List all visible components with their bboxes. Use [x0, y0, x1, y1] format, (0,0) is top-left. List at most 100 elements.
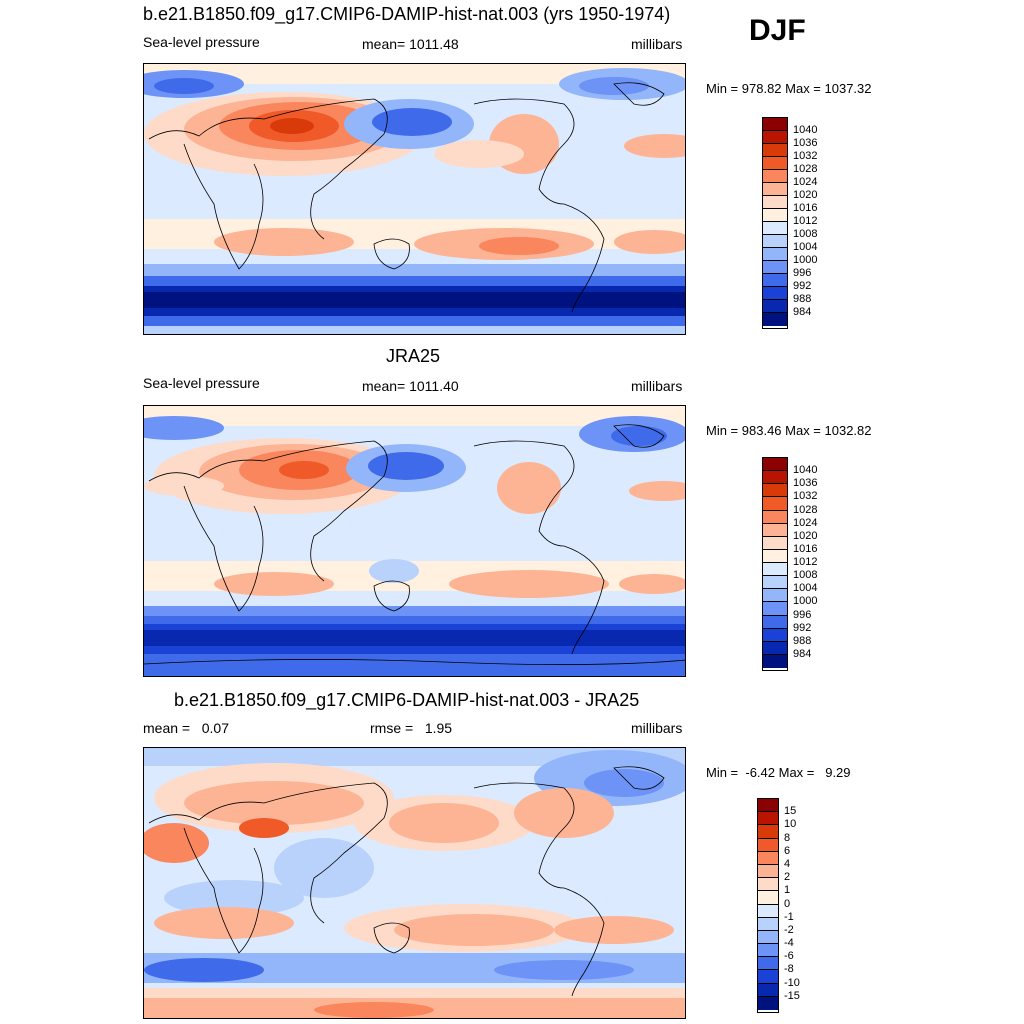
- colorbar-swatch: [758, 930, 778, 945]
- panel1-title: b.e21.B1850.f09_g17.CMIP6-DAMIP-hist-nat…: [143, 4, 671, 24]
- colorbar-swatch: [763, 118, 787, 131]
- colorbar-tick-label: 1: [784, 884, 791, 897]
- colorbar-tick-label: 996: [793, 608, 812, 621]
- colorbar-tick-label: 988: [793, 293, 812, 305]
- colorbar-swatch: [763, 274, 787, 287]
- panel3-colorbar: 15 10 8 6 4 2 1 0 -1 -2 -4 -6 -8 -10 -15: [757, 798, 800, 1013]
- colorbar-swatch: [758, 878, 778, 892]
- colorbar-swatch: [763, 563, 787, 577]
- colorbar-swatch: [763, 602, 787, 616]
- colorbar-swatch: [763, 157, 787, 170]
- colorbar-tick-label: 2: [784, 871, 791, 884]
- panel1-minmax: Min = 978.82 Max = 1037.32: [706, 81, 872, 96]
- season-label: DJF: [749, 14, 806, 47]
- colorbar-tick-label: 4: [784, 857, 791, 870]
- colorbar-swatch: [763, 209, 787, 222]
- colorbar-swatch: [758, 970, 778, 984]
- colorbar-swatch: [763, 641, 787, 655]
- colorbar-swatch: [763, 654, 787, 668]
- colorbar-tick-label: 10: [784, 818, 797, 831]
- colorbar-tick-label: 8: [784, 831, 791, 844]
- panel1-right-label: millibars: [631, 36, 683, 52]
- colorbar-tick-label: 1020: [793, 529, 818, 542]
- panel2-minmax: Min = 983.46 Max = 1032.82: [706, 423, 872, 438]
- panel1-colorbar: 1040 1036 1032 1028 1024 1020 1016 1012 1008 1004…: [762, 117, 817, 329]
- colorbar-swatch: [763, 170, 787, 183]
- colorbar-swatch: [763, 628, 787, 642]
- colorbar-swatch: [758, 812, 778, 826]
- colorbar-tick-label: 0: [784, 897, 791, 910]
- colorbar-swatch: [763, 471, 787, 485]
- colorbar-tick-label: 1028: [793, 163, 818, 175]
- colorbar-swatch: [758, 864, 778, 879]
- panel3-left-label: mean = 0.07: [143, 720, 230, 736]
- colorbar-tick-label: 1004: [793, 582, 818, 595]
- panel2-map-svg: [144, 406, 685, 676]
- colorbar-swatch: [763, 222, 787, 235]
- colorbar-swatch: [763, 131, 787, 144]
- colorbar-tick-label: 15: [784, 805, 797, 818]
- panel1-center-label: mean= 1011.48: [362, 36, 459, 52]
- panel2-map: [143, 405, 686, 677]
- colorbar-swatch: [763, 615, 787, 629]
- panel2-title: JRA25: [386, 346, 441, 366]
- colorbar-tick-label: 1012: [793, 556, 818, 568]
- panel3-map: [143, 747, 686, 1019]
- panel3-map-svg: [144, 748, 685, 1018]
- colorbar-tick-label: 1016: [793, 542, 818, 555]
- colorbar-tick-label: 1016: [793, 202, 818, 214]
- panel3-right-label: millibars: [631, 720, 683, 736]
- panel3-minmax: Min = -6.42 Max = 9.29: [706, 765, 851, 780]
- colorbar-tick-label: -1: [784, 910, 794, 923]
- colorbar-swatch: [763, 497, 787, 511]
- panel3-center-label: rmse = 1.95: [370, 720, 453, 736]
- colorbar-swatch: [758, 799, 778, 813]
- colorbar-tick-label: 984: [793, 306, 812, 318]
- colorbar-swatch: [763, 300, 787, 313]
- colorbar-swatch: [763, 261, 787, 274]
- colorbar-swatch: [763, 536, 787, 550]
- colorbar-swatch: [763, 576, 787, 590]
- colorbar-tick-label: 984: [793, 647, 812, 660]
- colorbar-swatch: [763, 484, 787, 498]
- colorbar-swatch: [758, 917, 778, 931]
- colorbar-tick-label: 1000: [793, 595, 818, 608]
- colorbar-tick-label: -10: [784, 976, 800, 989]
- colorbar-swatch: [758, 957, 778, 971]
- colorbar-swatch: [763, 144, 787, 157]
- colorbar-tick-label: 1008: [793, 228, 818, 240]
- colorbar-swatch: [763, 313, 787, 326]
- colorbar-tick-label: 992: [793, 621, 812, 634]
- panel2-left-label: Sea-level pressure: [143, 375, 260, 391]
- panel1-map: [143, 63, 686, 335]
- colorbar-swatch: [758, 996, 778, 1010]
- colorbar-tick-label: 1028: [793, 503, 818, 516]
- colorbar-swatch: [763, 287, 787, 300]
- colorbar-tick-label: 1040: [793, 464, 818, 477]
- colorbar-swatch: [758, 891, 778, 905]
- colorbar-swatch: [758, 904, 778, 918]
- colorbar-tick-label: 1000: [793, 254, 818, 266]
- colorbar-tick-label: 1020: [793, 189, 818, 201]
- panel1-map-svg: [144, 64, 685, 334]
- colorbar-swatch: [763, 235, 787, 248]
- colorbar-swatch: [758, 851, 778, 865]
- colorbar-tick-label: 1024: [793, 176, 818, 188]
- colorbar-tick-label: 1032: [793, 150, 818, 162]
- colorbar-swatch: [758, 825, 778, 839]
- panel1-colorbar-swatches: [762, 117, 788, 329]
- colorbar-swatch: [763, 523, 787, 537]
- colorbar-tick-label: -15: [784, 989, 800, 1002]
- colorbar-tick-label: 988: [793, 634, 812, 647]
- colorbar-tick-label: 992: [793, 280, 812, 292]
- colorbar-swatch: [763, 589, 787, 603]
- colorbar-tick-label: 1004: [793, 241, 818, 253]
- colorbar-tick-label: -6: [784, 950, 794, 963]
- colorbar-tick-label: 1024: [793, 516, 818, 529]
- panel2-colorbar: 1040 1036 1032 1028 1024 1020 1016 1012 1008 1004…: [762, 457, 817, 671]
- colorbar-tick-label: 1040: [793, 124, 818, 136]
- colorbar-tick-label: -8: [784, 963, 794, 976]
- panel2-center-label: mean= 1011.40: [362, 378, 459, 394]
- colorbar-tick-label: 1012: [793, 215, 818, 227]
- colorbar-tick-label: 996: [793, 267, 812, 279]
